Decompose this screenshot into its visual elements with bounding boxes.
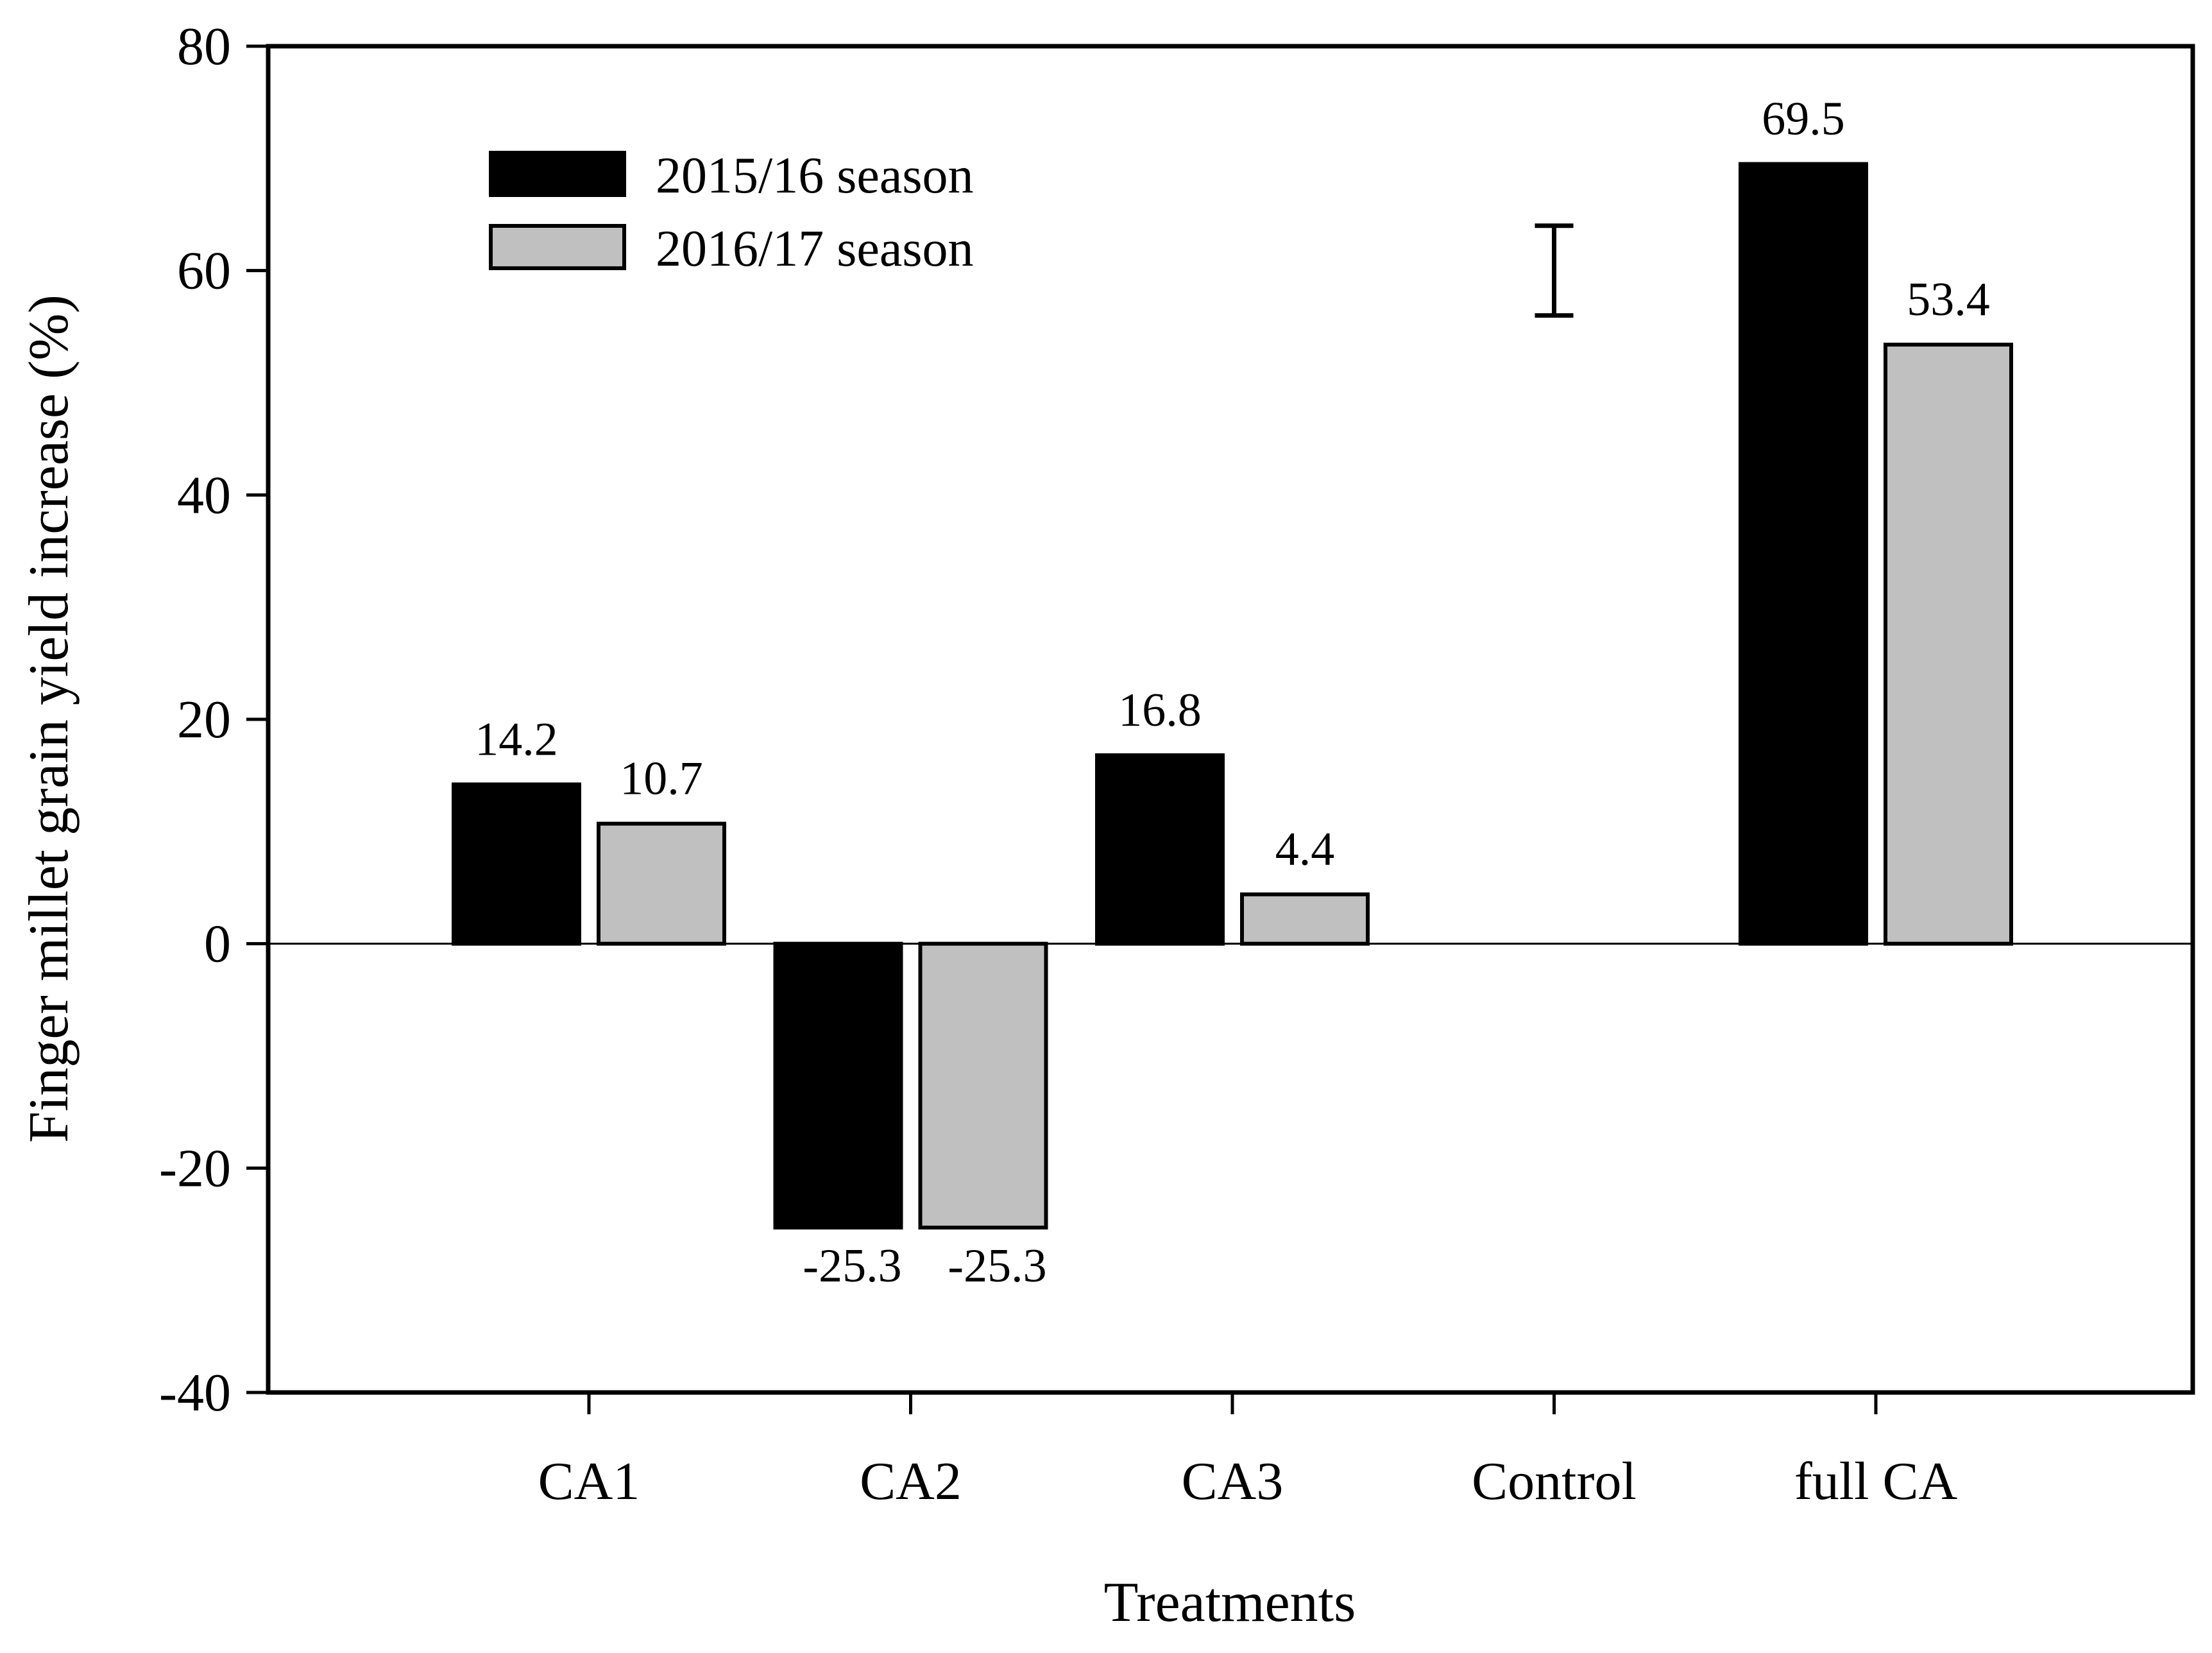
y-axis: 80 60 40 20 0 -20 -40 (159, 17, 268, 1423)
x-tick-label-full-ca: full CA (1794, 1452, 1958, 1511)
x-axis: CA1 CA2 CA3 Control full CA (538, 1392, 1958, 1511)
x-tick-label-ca2: CA2 (860, 1452, 962, 1511)
error-bar-layer (1535, 223, 1574, 318)
legend-swatch-2016-17 (489, 224, 626, 270)
bar-2015-16-season-ca1 (452, 782, 581, 946)
legend: 2015/16 season 2016/17 season (489, 148, 974, 277)
data-label-2016-17-season-full-ca: 53.4 (1907, 273, 1990, 326)
legend-swatch-2015-16 (489, 151, 626, 197)
data-label-2016-17-season-ca3: 4.4 (1275, 823, 1335, 876)
y-tick-label: 80 (177, 17, 231, 76)
bar-2015-16-season-full-ca (1739, 162, 1868, 946)
x-tick-label-control: Control (1472, 1452, 1637, 1511)
y-tick-label: -40 (159, 1363, 231, 1423)
data-label-2015-16-season-ca1: 14.2 (475, 713, 558, 766)
x-axis-title: Treatments (1104, 1572, 1356, 1634)
bar-2016-17-season-ca3 (1240, 892, 1370, 946)
y-tick-label: -20 (159, 1138, 231, 1198)
bar-2016-17-season-ca2 (918, 941, 1048, 1229)
y-tick-label: 40 (177, 465, 231, 525)
x-tick-label-ca1: CA1 (538, 1452, 640, 1511)
y-tick-label: 20 (177, 690, 231, 749)
data-label-2016-17-season-ca2: -25.3 (948, 1240, 1046, 1292)
bar-2015-16-season-ca3 (1095, 753, 1225, 946)
bars-layer (452, 162, 2013, 1229)
data-label-2015-16-season-ca3: 16.8 (1118, 684, 1202, 737)
legend-label-2016-17: 2016/17 season (656, 221, 974, 277)
data-label-2015-16-season-full-ca: 69.5 (1762, 93, 1845, 146)
bar-2016-17-season-ca1 (597, 821, 726, 946)
data-label-2015-16-season-ca2: -25.3 (803, 1240, 901, 1292)
x-tick-label-ca3: CA3 (1182, 1452, 1284, 1511)
y-tick-label: 0 (204, 914, 231, 974)
y-axis-title: Finger millet grain yield increase (%) (18, 295, 80, 1143)
data-label-2016-17-season-ca1: 10.7 (620, 753, 703, 805)
legend-label-2015-16: 2015/16 season (656, 148, 974, 204)
bar-2015-16-season-ca2 (773, 941, 903, 1229)
data-labels: 14.2 -25.3 16.8 69.5 10.7 -25.3 4.4 53.4 (475, 93, 1990, 1292)
bar-2016-17-season-full-ca (1884, 343, 2013, 946)
y-tick-label: 60 (177, 241, 231, 301)
